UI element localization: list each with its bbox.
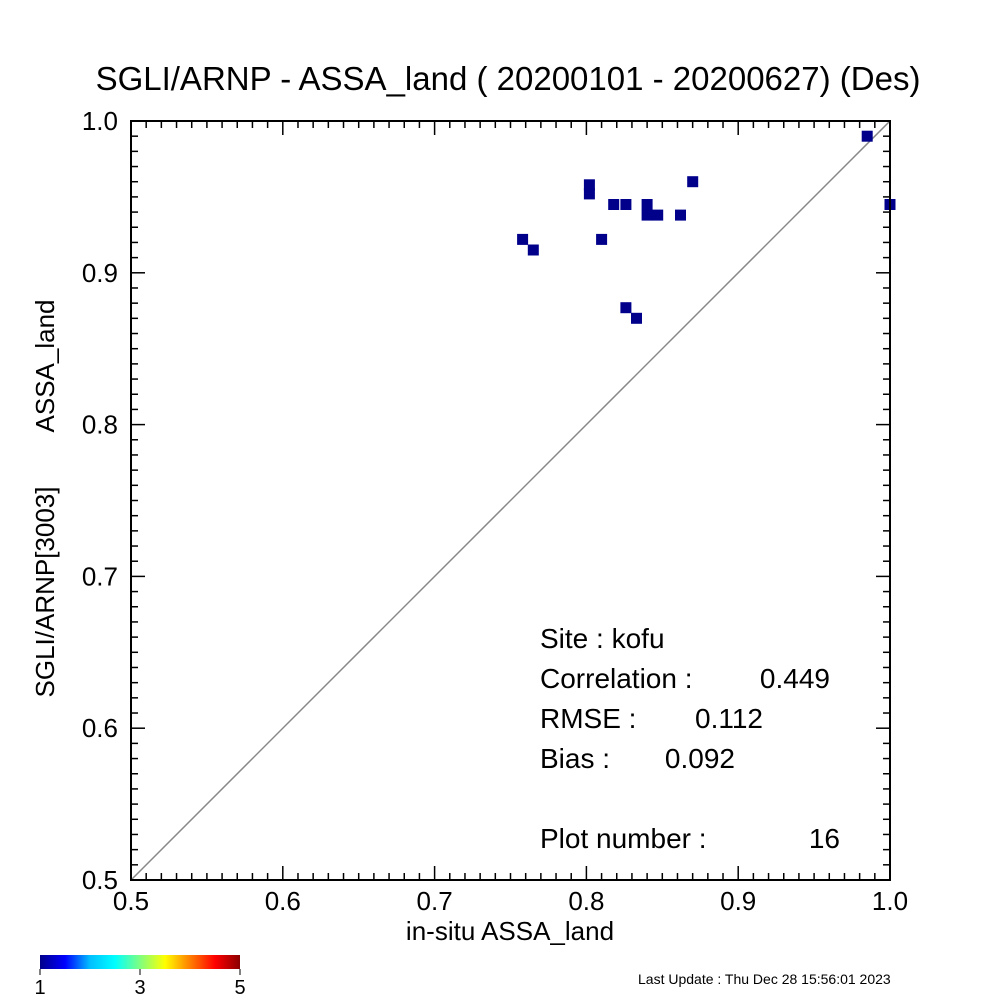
data-point [687,176,699,188]
last-update-text: Last Update : Thu Dec 28 15:56:01 2023 [638,971,891,987]
stats-site: Site : kofu [540,623,665,654]
data-point [652,209,664,221]
data-point [641,209,653,221]
x-tick-label: 0.8 [568,886,604,916]
chart-title: SGLI/ARNP - ASSA_land ( 20200101 - 20200… [96,60,921,97]
data-point [641,199,653,210]
colorbar-max-label: 5 [234,977,245,999]
colorbar: 1 3 5 [34,955,246,999]
colorbar-min-label: 1 [34,977,45,999]
data-points [517,130,896,324]
data-point [527,244,539,256]
y-axis-label-line1: SGLI/ARNP[3003] [30,487,60,698]
y-axis-tick-labels: 0.5 0.6 0.7 0.8 0.9 1.0 [82,106,118,895]
data-point [608,199,620,210]
x-axis-label: in-situ ASSA_land [406,916,614,946]
x-axis-tick-labels: 0.5 0.6 0.7 0.8 0.9 1.0 [113,886,908,916]
one-to-one-reference-line [131,121,890,880]
stats-plot-number-label: Plot number : [540,823,707,854]
axis-ticks [130,120,891,881]
data-point [583,179,595,191]
x-tick-label: 0.5 [113,886,149,916]
colorbar-mid-label: 3 [134,977,145,999]
data-point [517,233,529,245]
stats-bias-label: Bias : [540,743,610,774]
y-tick-label: 0.6 [82,713,118,743]
stats-bias-value: 0.092 [665,743,735,774]
x-tick-label: 0.7 [417,886,453,916]
y-tick-label: 0.7 [82,561,118,591]
y-axis-label-line2: ASSA_land [30,300,60,433]
x-tick-label: 0.9 [720,886,756,916]
x-tick-label: 1.0 [872,886,908,916]
data-point [583,188,595,200]
data-point [596,233,608,245]
data-point [631,312,642,324]
stats-rmse-label: RMSE : [540,703,636,734]
stats-plot-number-value: 16 [809,823,840,854]
stats-correlation-value: 0.449 [760,663,830,694]
stats-correlation-label: Correlation : [540,663,693,694]
stats-rmse-value: 0.112 [695,703,763,734]
y-tick-label: 0.9 [82,258,118,288]
reference-line-group [131,121,890,880]
y-tick-label: 0.5 [82,865,118,895]
x-tick-label: 0.6 [265,886,301,916]
data-point [620,199,632,210]
y-tick-label: 1.0 [82,106,118,136]
data-point [675,209,686,221]
colorbar-gradient [40,955,240,969]
data-point [861,130,873,142]
statistics-panel: Site : kofu Correlation : 0.449 RMSE : 0… [540,623,840,854]
y-tick-label: 0.8 [82,410,118,440]
data-point [620,302,632,314]
